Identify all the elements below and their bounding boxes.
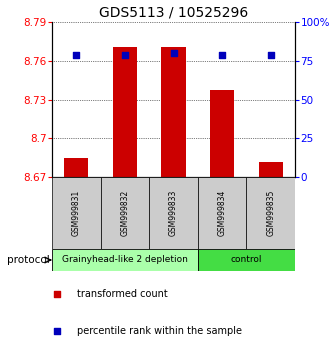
Bar: [113, 46, 137, 177]
Point: [219, 52, 225, 57]
Point: [54, 328, 59, 333]
Bar: [162, 46, 186, 177]
Bar: [210, 91, 234, 177]
Bar: [101, 177, 149, 249]
Point: [171, 50, 176, 56]
Text: GSM999832: GSM999832: [121, 190, 130, 236]
Bar: [198, 249, 295, 271]
Title: GDS5113 / 10525296: GDS5113 / 10525296: [99, 5, 248, 19]
Point: [74, 52, 79, 57]
Text: GSM999831: GSM999831: [72, 190, 81, 236]
Point: [54, 291, 59, 297]
Bar: [64, 158, 89, 177]
Point: [122, 52, 128, 57]
Text: transformed count: transformed count: [77, 289, 167, 299]
Text: Grainyhead-like 2 depletion: Grainyhead-like 2 depletion: [62, 256, 188, 264]
Text: control: control: [231, 256, 262, 264]
Text: GSM999835: GSM999835: [266, 190, 275, 236]
Text: percentile rank within the sample: percentile rank within the sample: [77, 326, 241, 336]
Text: protocol: protocol: [7, 255, 50, 265]
Bar: [52, 249, 198, 271]
Bar: [149, 177, 198, 249]
Bar: [246, 177, 295, 249]
Text: GSM999834: GSM999834: [217, 190, 226, 236]
Bar: [258, 161, 283, 177]
Bar: [198, 177, 246, 249]
Point: [268, 52, 273, 57]
Bar: [52, 177, 101, 249]
Text: GSM999833: GSM999833: [169, 190, 178, 236]
